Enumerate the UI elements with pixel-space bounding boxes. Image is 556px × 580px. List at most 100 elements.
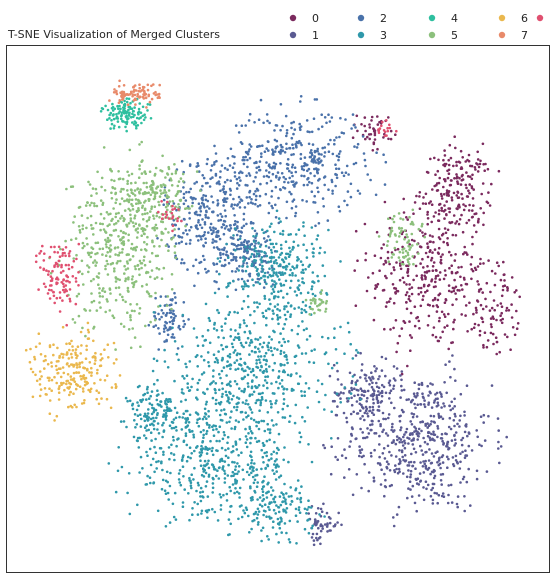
data-point [87,266,91,269]
data-point [227,518,231,521]
data-point [51,277,54,280]
data-point [304,268,307,271]
data-point [205,271,208,274]
data-point [138,223,141,226]
data-point [192,327,196,330]
data-point [431,482,435,486]
data-point [196,388,199,392]
data-point [206,199,210,203]
data-point [299,500,303,504]
data-point [419,291,423,294]
data-point [398,470,401,474]
data-point [285,388,289,391]
data-point [274,401,277,405]
data-point [180,236,184,239]
data-point [172,453,176,456]
data-point [106,251,109,254]
data-point [252,481,256,485]
data-point [489,290,492,294]
data-point [435,269,438,272]
data-point [54,364,58,368]
data-point [242,319,246,322]
data-point [310,349,314,353]
data-point [313,348,316,351]
data-point [123,199,126,203]
data-point [90,371,93,374]
data-point [274,162,278,166]
data-point [52,353,55,357]
data-point [349,342,353,346]
data-point [99,306,102,309]
data-point [409,246,412,249]
data-point [248,367,251,370]
series-2 [147,95,388,351]
data-point [113,247,117,250]
data-point [206,462,209,465]
data-point [199,491,202,494]
data-point [454,442,458,445]
data-point [228,420,231,424]
data-point [143,113,146,116]
data-point [211,446,214,450]
data-point [382,288,386,292]
data-point [339,401,343,404]
data-point [266,535,269,538]
data-point [470,327,474,331]
data-point [258,263,262,267]
data-point [126,193,130,196]
legend-label: 5 [451,29,458,42]
data-point [247,150,250,153]
data-point [201,184,204,188]
data-point [122,110,126,114]
data-point [137,176,141,179]
data-point [177,227,181,231]
data-point [446,176,450,180]
data-point [124,115,128,118]
data-point [200,512,203,515]
data-point [466,434,469,438]
data-point [417,286,421,290]
data-point [282,392,285,395]
data-point [344,118,347,121]
data-point [268,431,272,435]
data-point [50,389,53,393]
data-point [170,335,173,339]
data-point [164,411,168,415]
data-point [346,399,350,403]
data-point [338,209,342,213]
data-point [189,484,193,488]
data-point [129,316,132,319]
data-point [215,159,218,163]
data-point [254,510,258,514]
data-point [466,253,469,256]
data-point [466,330,469,333]
data-point [258,168,262,172]
data-point [75,294,79,298]
data-point [141,467,144,470]
data-point [91,187,95,190]
data-point [216,308,219,312]
data-point [199,430,203,434]
data-point [303,394,307,398]
data-point [456,271,459,274]
data-point [518,295,521,299]
data-point [458,289,461,292]
data-point [379,391,382,395]
data-point [191,429,194,433]
data-point [360,448,364,451]
data-point [163,348,166,352]
data-point [218,493,222,496]
data-point [110,119,113,122]
data-point [418,472,422,475]
data-point [177,478,181,481]
data-point [426,289,429,293]
data-point [247,273,251,276]
data-point [145,398,148,401]
data-point [419,461,422,464]
data-point [210,164,214,167]
data-point [255,166,258,170]
data-point [481,142,485,146]
data-point [345,420,349,424]
data-point [117,112,120,115]
data-point [77,292,81,296]
